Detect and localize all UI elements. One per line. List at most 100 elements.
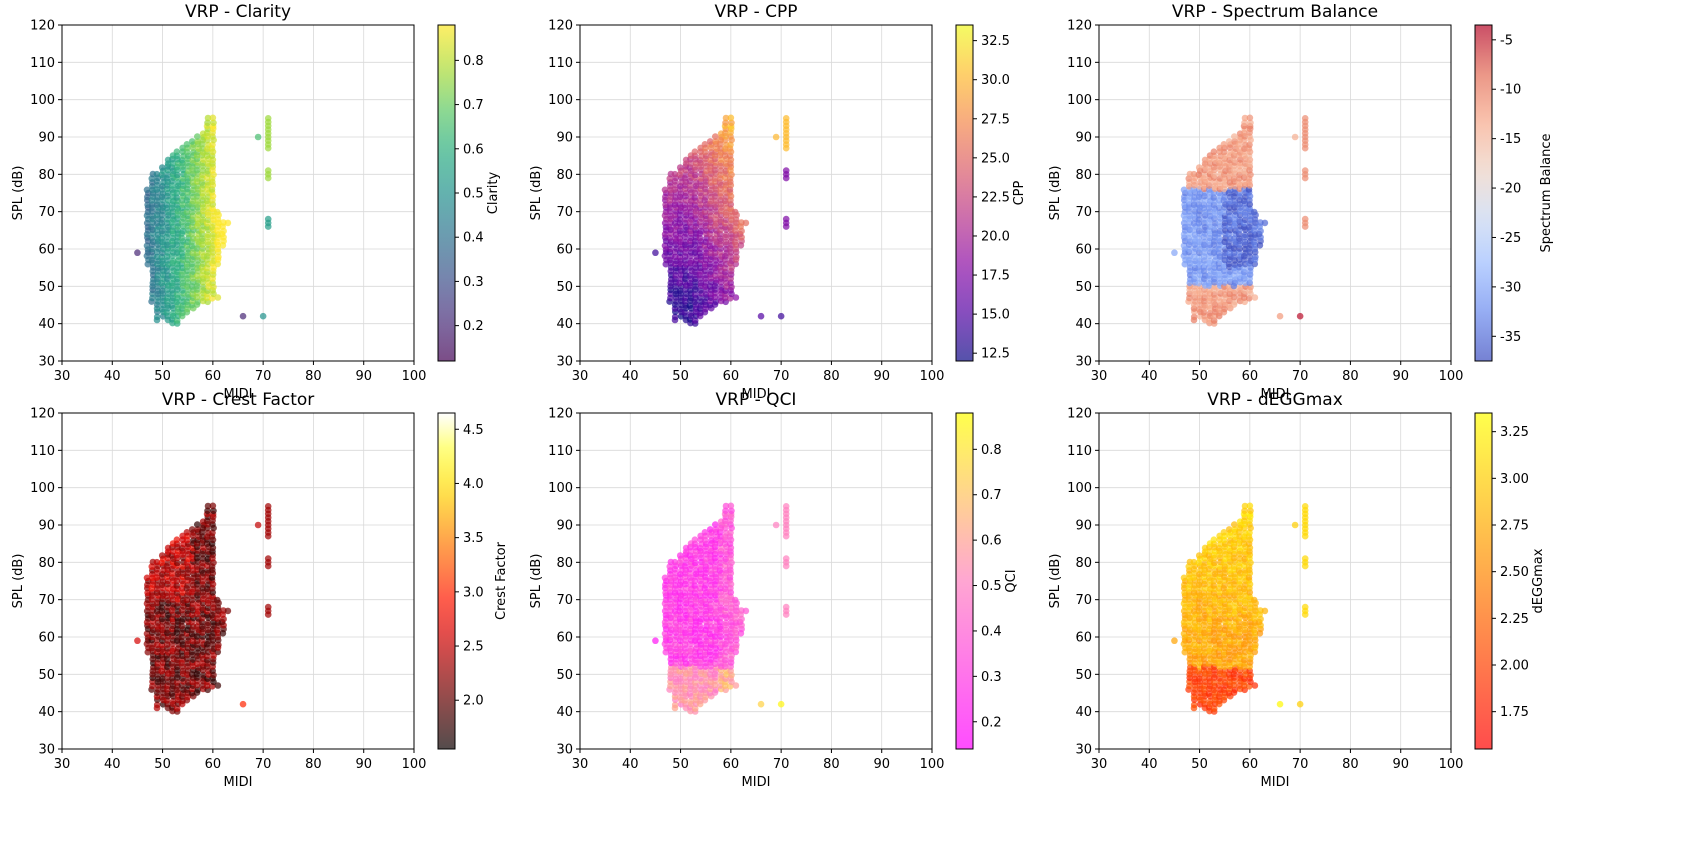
x-tick-label: 90 (355, 369, 372, 384)
data-point (209, 114, 217, 122)
y-tick-label: 90 (38, 519, 55, 534)
data-point (733, 253, 740, 261)
colorbar-tick-label: 3.0 (463, 585, 484, 600)
data-point (722, 502, 730, 510)
y-tick-label: 70 (1075, 593, 1092, 608)
data-point (194, 521, 201, 528)
data-point (1171, 637, 1178, 645)
data-point (168, 302, 176, 309)
data-point (224, 219, 232, 227)
data-point (1252, 253, 1259, 261)
data-point (696, 234, 704, 242)
x-tick-label: 30 (572, 757, 589, 772)
data-point (264, 167, 272, 174)
colorbar (1474, 24, 1493, 362)
data-point (239, 312, 247, 320)
colorbar-tick-label: 22.5 (981, 190, 1010, 205)
data-point (727, 502, 735, 510)
data-point (264, 555, 272, 562)
x-tick-label: 70 (255, 369, 272, 384)
y-tick-label: 80 (1075, 556, 1092, 571)
colorbar-tick-label: 0.3 (463, 275, 484, 290)
data-point (701, 529, 709, 536)
x-tick-label: 30 (572, 369, 589, 384)
data-point (671, 701, 679, 709)
y-tick-label: 100 (1067, 481, 1092, 496)
data-point (676, 623, 684, 630)
x-tick-label: 30 (1091, 757, 1108, 772)
x-tick-label: 50 (1191, 757, 1208, 772)
y-axis-label: SPL (dB) (529, 554, 544, 609)
data-point (1220, 141, 1228, 148)
data-point (1241, 231, 1249, 239)
y-tick-label: 50 (38, 280, 55, 295)
colorbar-label: CPP (1012, 180, 1027, 205)
data-point (1246, 114, 1254, 122)
y-axis-label: SPL (dB) (1048, 554, 1063, 609)
data-point (1250, 208, 1258, 216)
colorbar-tick-label: -35 (1500, 330, 1521, 345)
data-point (134, 637, 141, 645)
data-point (1251, 682, 1259, 689)
panel-6: 30 40 50 60 70 80 90 100 30 40 50 60 70 80 90 100 110 120… (1048, 390, 1546, 790)
data-point (686, 302, 694, 309)
data-point (691, 536, 699, 543)
data-point (1247, 119, 1254, 127)
data-point (698, 227, 705, 235)
x-tick-label: 100 (402, 369, 427, 384)
data-point (214, 682, 222, 689)
data-point (722, 619, 730, 627)
data-point (782, 215, 790, 223)
colorbar-tick-label: 0.5 (463, 187, 484, 202)
data-point (757, 312, 765, 320)
data-point (264, 603, 272, 611)
data-point (701, 141, 709, 148)
data-point (691, 679, 699, 686)
y-tick-label: 30 (556, 355, 573, 370)
x-tick-label: 90 (355, 757, 372, 772)
colorbar-tick-label: -10 (1500, 83, 1521, 98)
colorbar-tick-label: -15 (1500, 132, 1521, 147)
data-point (213, 596, 221, 604)
chart-title: VRP - dEGGmax (1207, 390, 1343, 410)
data-point (1195, 216, 1203, 223)
data-point (1246, 502, 1254, 510)
data-point (1291, 133, 1299, 141)
x-tick-label: 80 (305, 369, 322, 384)
y-tick-label: 80 (38, 556, 55, 571)
data-point (1205, 302, 1213, 309)
y-tick-label: 40 (556, 317, 573, 332)
scatter-points (1171, 114, 1309, 327)
data-point (711, 563, 719, 570)
data-point (1221, 679, 1229, 686)
data-point (702, 194, 709, 201)
y-tick-label: 100 (30, 481, 55, 496)
colorbar (1474, 412, 1493, 750)
panel-2: 30 40 50 60 70 80 90 100 30 40 50 60 70 80 90 100 110 120… (529, 2, 1027, 402)
panel-3: 30 40 50 60 70 80 90 100 30 40 50 60 70 80 90 100 110 120… (1048, 2, 1554, 402)
x-axis-label: MIDI (742, 387, 771, 402)
data-point (732, 294, 740, 301)
data-point (733, 641, 740, 649)
data-point (1251, 294, 1259, 301)
data-point (1236, 578, 1243, 585)
data-point (1241, 604, 1249, 612)
data-point (215, 253, 222, 261)
y-axis-label: SPL (dB) (1048, 166, 1063, 221)
data-point (173, 582, 181, 589)
scatter-points (652, 114, 790, 327)
data-point (731, 596, 739, 604)
x-tick-label: 100 (920, 757, 945, 772)
panel-5: 30 40 50 60 70 80 90 100 30 40 50 60 70 80 90 100 110 120… (529, 390, 1019, 790)
data-point (772, 133, 780, 141)
x-tick-label: 40 (1141, 369, 1158, 384)
colorbar-label: Spectrum Balance (1539, 134, 1554, 253)
colorbar-tick-label: 0.2 (463, 319, 484, 334)
x-tick-label: 100 (920, 369, 945, 384)
colorbar (955, 412, 974, 750)
y-tick-label: 110 (1067, 444, 1092, 459)
x-tick-label: 40 (622, 757, 639, 772)
data-point (696, 622, 704, 630)
data-point (1241, 114, 1249, 122)
x-tick-label: 90 (873, 369, 890, 384)
